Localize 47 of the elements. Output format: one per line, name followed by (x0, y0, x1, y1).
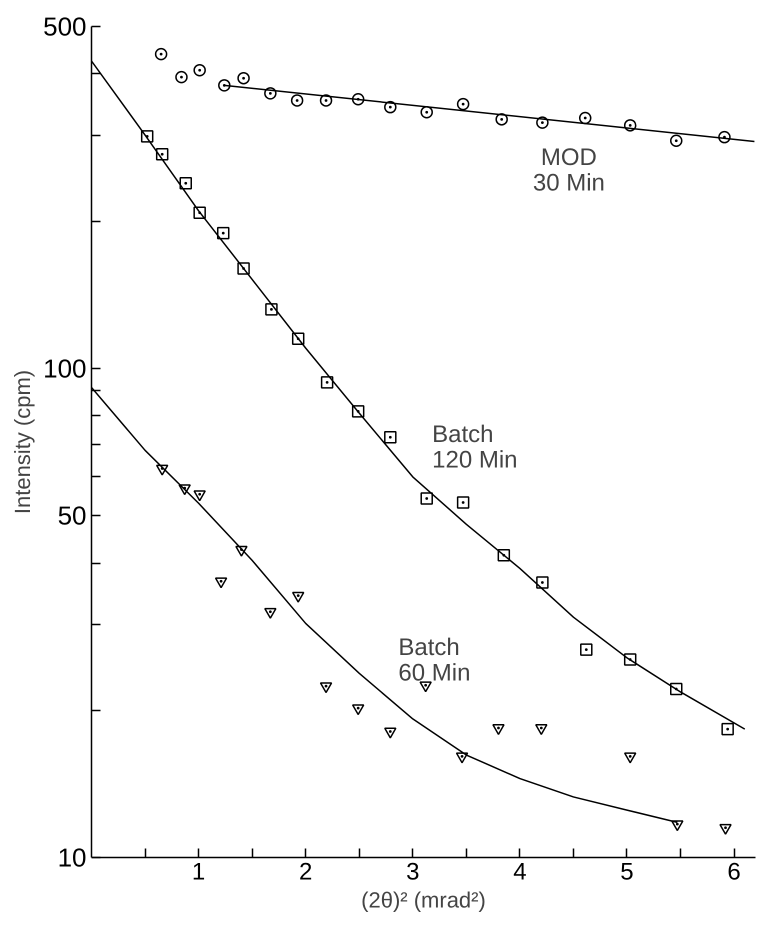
x-tick-label: 5 (620, 858, 634, 886)
point (580, 643, 593, 656)
y-axis-title: Intensity (cpm) (10, 370, 36, 514)
point (719, 824, 732, 835)
point (179, 177, 192, 190)
point (624, 752, 636, 764)
x-tick-label: 4 (513, 858, 527, 886)
point (536, 576, 549, 589)
y-tick-label: 500 (43, 12, 87, 42)
x-tick-label: 3 (406, 858, 420, 886)
point (193, 64, 206, 76)
point (419, 681, 432, 692)
y-tick-label: 10 (58, 842, 86, 872)
point (535, 724, 548, 736)
series-label: MOD 30 Min (532, 144, 605, 196)
point (218, 79, 231, 92)
point (384, 431, 397, 444)
point (456, 496, 470, 509)
point (670, 134, 682, 147)
x-tick-label: 1 (192, 858, 206, 886)
point (492, 724, 505, 736)
point (292, 592, 304, 603)
point (456, 98, 470, 110)
point (320, 682, 332, 694)
y-tick-label: 50 (58, 500, 86, 531)
point (578, 112, 592, 124)
series-label: Batch 60 Min (398, 634, 470, 687)
point (154, 48, 168, 60)
point (175, 70, 188, 84)
point (721, 722, 734, 736)
x-tick-label: 6 (727, 858, 741, 886)
point (214, 577, 228, 588)
point (290, 94, 304, 107)
x-tick-label: 2 (299, 858, 312, 886)
y-tick-label: 100 (43, 353, 87, 384)
point (193, 490, 206, 502)
point (495, 113, 508, 126)
point (420, 106, 433, 118)
series-label: Batch 120 Min (432, 420, 518, 474)
point (420, 492, 433, 505)
point (216, 226, 230, 240)
point (320, 376, 334, 389)
point (264, 608, 277, 619)
point (352, 704, 364, 716)
point (384, 728, 397, 739)
x-axis-title: (2θ)² (mrad²) (361, 888, 486, 912)
point (237, 72, 250, 84)
